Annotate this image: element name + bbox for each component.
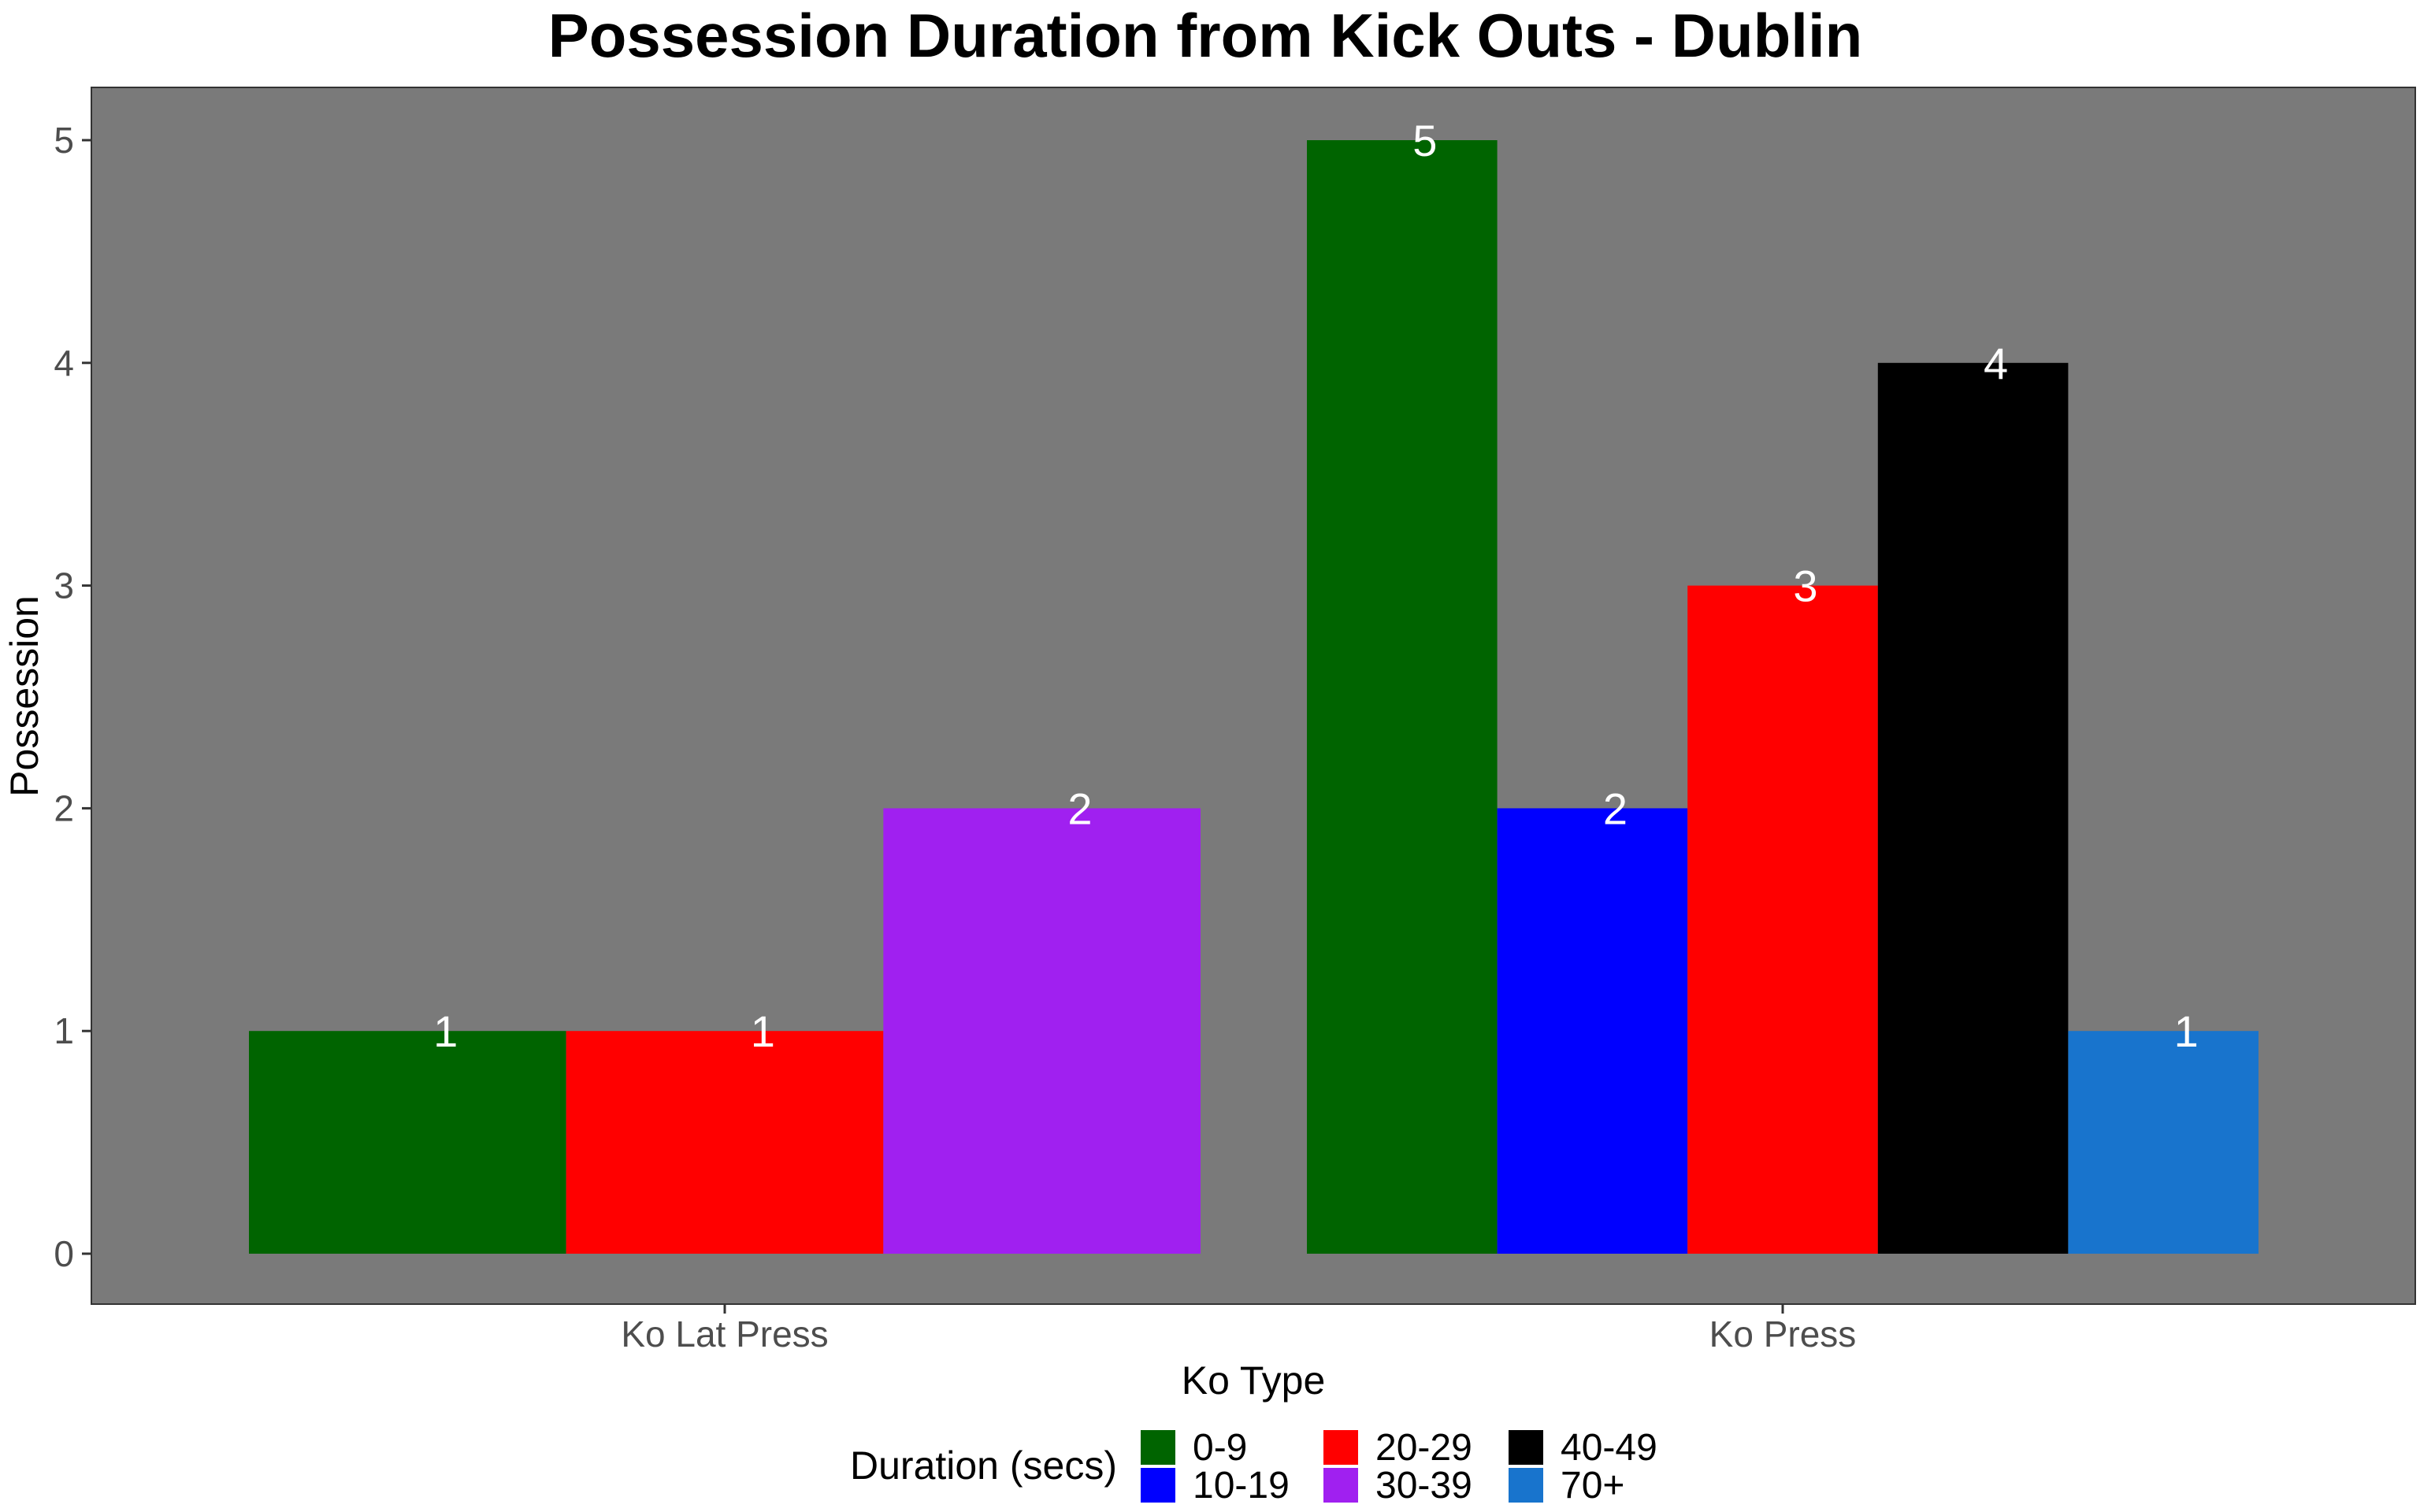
bar-value-label: 4 (1984, 339, 2008, 388)
y-tick-label: 5 (54, 120, 74, 161)
legend-label: 30-39 (1375, 1465, 1472, 1506)
legend-swatch (1509, 1430, 1543, 1465)
x-tick-label: Ko Press (1709, 1314, 1857, 1354)
bar-ko-lat-press-30-39 (883, 808, 1201, 1254)
bar-ko-lat-press-20-29 (566, 1031, 884, 1254)
bar-ko-press-70plus (2068, 1031, 2259, 1254)
chart-title: Possession Duration from Kick Outs - Dub… (548, 1, 1863, 70)
legend-label: 0-9 (1193, 1427, 1247, 1469)
legend-swatch (1323, 1430, 1358, 1465)
legend-label: 40-49 (1561, 1427, 1657, 1469)
bar-ko-lat-press-0-9 (249, 1031, 566, 1254)
bar-value-label: 2 (1603, 784, 1628, 833)
x-axis: Ko Lat Press Ko Press (621, 1304, 1856, 1354)
y-tick-label: 2 (54, 788, 74, 828)
bar-value-label: 2 (1067, 784, 1092, 833)
legend-swatch (1323, 1468, 1358, 1503)
legend-label: 70+ (1561, 1465, 1624, 1506)
bar-ko-press-40-49 (1877, 362, 2069, 1254)
bar-value-label: 3 (1793, 561, 1817, 611)
legend-title: Duration (secs) (850, 1443, 1117, 1488)
bar-ko-press-0-9 (1307, 140, 1498, 1254)
bar-ko-press-20-29 (1687, 585, 1878, 1254)
bar-value-label: 5 (1412, 116, 1437, 165)
x-axis-title: Ko Type (1182, 1358, 1326, 1403)
legend-label: 10-19 (1193, 1465, 1290, 1506)
legend-swatch (1141, 1468, 1175, 1503)
bar-value-label: 1 (751, 1006, 775, 1056)
y-axis-title: Possession (2, 595, 46, 797)
y-tick-label: 3 (54, 565, 74, 606)
bar-ko-press-10-19 (1497, 808, 1688, 1254)
y-tick-label: 0 (54, 1233, 74, 1274)
bars-layer: 1 1 2 5 2 3 4 1 (249, 116, 2259, 1254)
x-tick-label: Ko Lat Press (621, 1314, 828, 1354)
bar-value-label: 1 (2174, 1006, 2199, 1056)
y-tick-label: 1 (54, 1010, 74, 1051)
y-tick-label: 4 (54, 343, 74, 384)
bar-value-label: 1 (433, 1006, 458, 1056)
y-axis: 0 1 2 3 4 5 (54, 120, 91, 1274)
legend-swatch (1141, 1430, 1175, 1465)
legend-swatch (1509, 1468, 1543, 1503)
legend-label: 20-29 (1375, 1427, 1472, 1469)
